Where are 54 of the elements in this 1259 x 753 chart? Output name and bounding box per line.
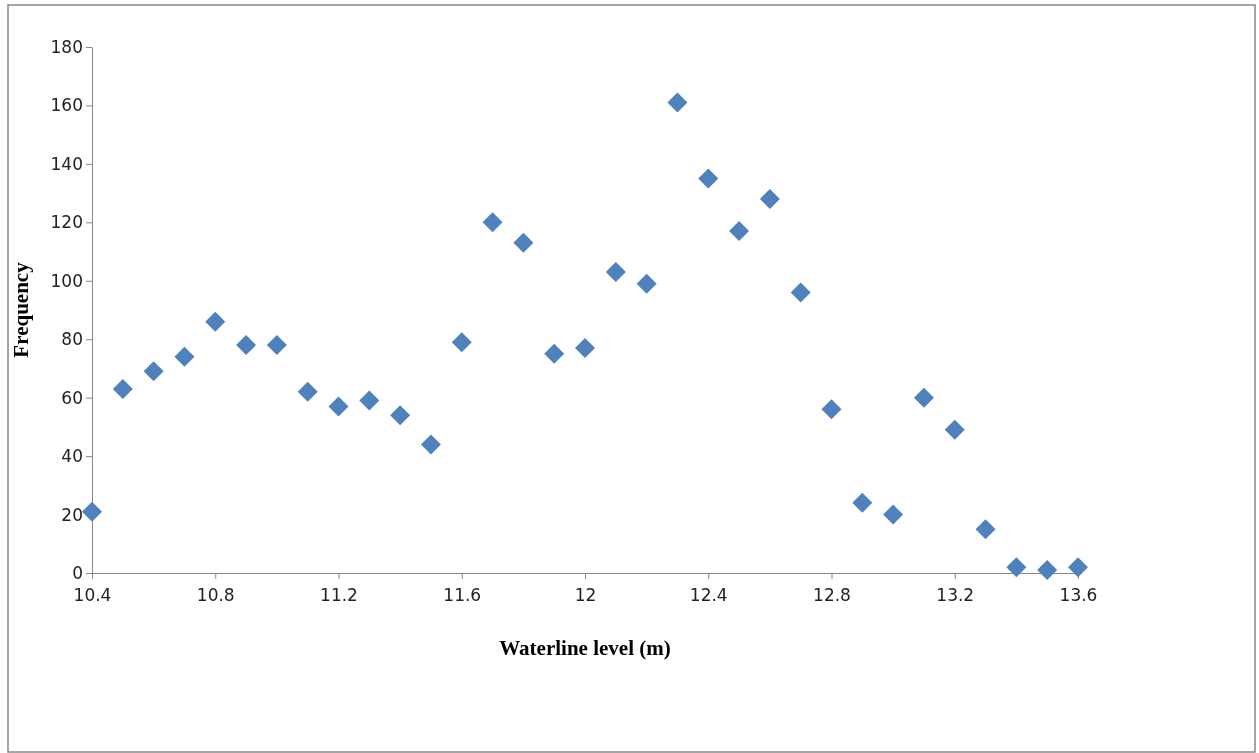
point bbox=[1068, 557, 1088, 578]
point bbox=[544, 343, 565, 364]
point bbox=[790, 282, 811, 303]
point bbox=[1037, 560, 1058, 581]
point bbox=[205, 311, 226, 332]
y-tick-label: 20 bbox=[61, 504, 83, 525]
point bbox=[236, 335, 257, 356]
point bbox=[390, 405, 411, 426]
point bbox=[359, 390, 380, 411]
point bbox=[266, 335, 287, 356]
point bbox=[143, 361, 164, 382]
point bbox=[852, 492, 873, 513]
point bbox=[944, 419, 965, 440]
x-tick-label: 13.2 bbox=[936, 584, 975, 605]
y-tick-label: 100 bbox=[50, 270, 83, 291]
x-tick-label: 12 bbox=[574, 584, 597, 605]
point bbox=[636, 273, 657, 294]
point bbox=[759, 188, 780, 209]
point bbox=[913, 387, 934, 408]
y-tick-label: 140 bbox=[50, 153, 83, 174]
point bbox=[729, 221, 750, 242]
point bbox=[174, 346, 195, 367]
point bbox=[82, 501, 102, 522]
point bbox=[821, 399, 842, 420]
y-tick-label: 160 bbox=[50, 95, 83, 116]
point bbox=[328, 396, 349, 417]
y-tick-label: 0 bbox=[72, 562, 83, 583]
point bbox=[1006, 557, 1027, 578]
point bbox=[667, 92, 688, 113]
point bbox=[575, 337, 595, 358]
x-tick-label: 10.8 bbox=[196, 584, 235, 605]
point bbox=[112, 378, 133, 399]
y-axis-title: Frequency bbox=[9, 261, 33, 358]
point bbox=[698, 168, 719, 189]
y-tick-label: 40 bbox=[61, 446, 83, 467]
point bbox=[420, 434, 441, 455]
point bbox=[883, 504, 904, 525]
x-tick-label: 12.8 bbox=[813, 584, 851, 605]
y-tick-label: 60 bbox=[61, 387, 83, 408]
y-tick-label: 120 bbox=[50, 212, 83, 233]
point bbox=[605, 262, 626, 283]
point bbox=[297, 381, 318, 402]
x-tick-label: 10.4 bbox=[73, 584, 112, 605]
x-tick-label: 12.4 bbox=[689, 584, 728, 605]
y-tick-label: 80 bbox=[61, 329, 83, 350]
point bbox=[482, 212, 503, 233]
point bbox=[451, 332, 472, 353]
y-tick-label: 180 bbox=[50, 36, 83, 57]
point bbox=[975, 519, 996, 540]
x-tick-label: 11.6 bbox=[443, 584, 482, 605]
x-axis-title: Waterline level (m) bbox=[499, 636, 671, 660]
x-tick-label: 13.6 bbox=[1059, 584, 1098, 605]
point bbox=[513, 232, 534, 253]
x-tick-label: 11.2 bbox=[320, 584, 358, 605]
